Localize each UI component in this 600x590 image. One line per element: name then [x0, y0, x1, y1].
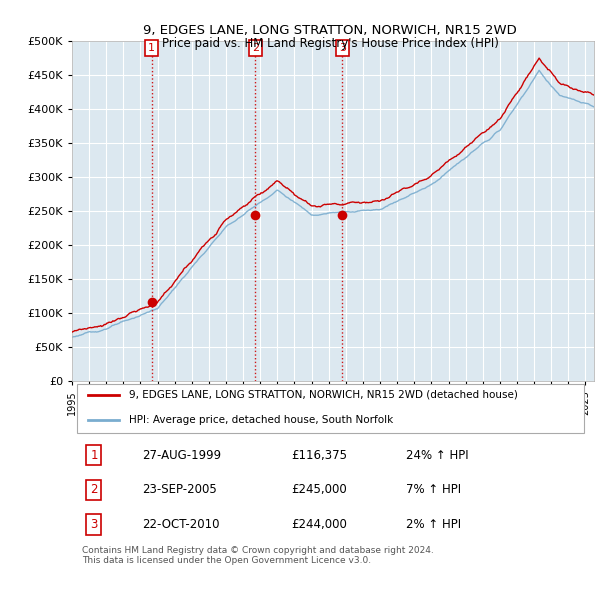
Text: 7% ↑ HPI: 7% ↑ HPI: [406, 483, 461, 496]
Text: Price paid vs. HM Land Registry's House Price Index (HPI): Price paid vs. HM Land Registry's House …: [161, 37, 499, 50]
Text: 1: 1: [90, 448, 98, 461]
Text: 24% ↑ HPI: 24% ↑ HPI: [406, 448, 469, 461]
Text: 23-SEP-2005: 23-SEP-2005: [142, 483, 217, 496]
Text: 1: 1: [148, 43, 155, 53]
Text: 2: 2: [252, 43, 259, 53]
Text: 2% ↑ HPI: 2% ↑ HPI: [406, 518, 461, 531]
Text: £245,000: £245,000: [291, 483, 347, 496]
Text: HPI: Average price, detached house, South Norfolk: HPI: Average price, detached house, Sout…: [130, 415, 394, 425]
Text: 27-AUG-1999: 27-AUG-1999: [142, 448, 221, 461]
Text: £116,375: £116,375: [291, 448, 347, 461]
FancyBboxPatch shape: [77, 384, 584, 432]
Text: £244,000: £244,000: [291, 518, 347, 531]
Text: 2: 2: [90, 483, 98, 496]
Text: 9, EDGES LANE, LONG STRATTON, NORWICH, NR15 2WD: 9, EDGES LANE, LONG STRATTON, NORWICH, N…: [143, 24, 517, 37]
Text: 3: 3: [90, 518, 98, 531]
Text: 22-OCT-2010: 22-OCT-2010: [142, 518, 220, 531]
Text: Contains HM Land Registry data © Crown copyright and database right 2024.
This d: Contains HM Land Registry data © Crown c…: [82, 546, 434, 565]
Text: 3: 3: [339, 43, 346, 53]
Text: 9, EDGES LANE, LONG STRATTON, NORWICH, NR15 2WD (detached house): 9, EDGES LANE, LONG STRATTON, NORWICH, N…: [130, 390, 518, 399]
